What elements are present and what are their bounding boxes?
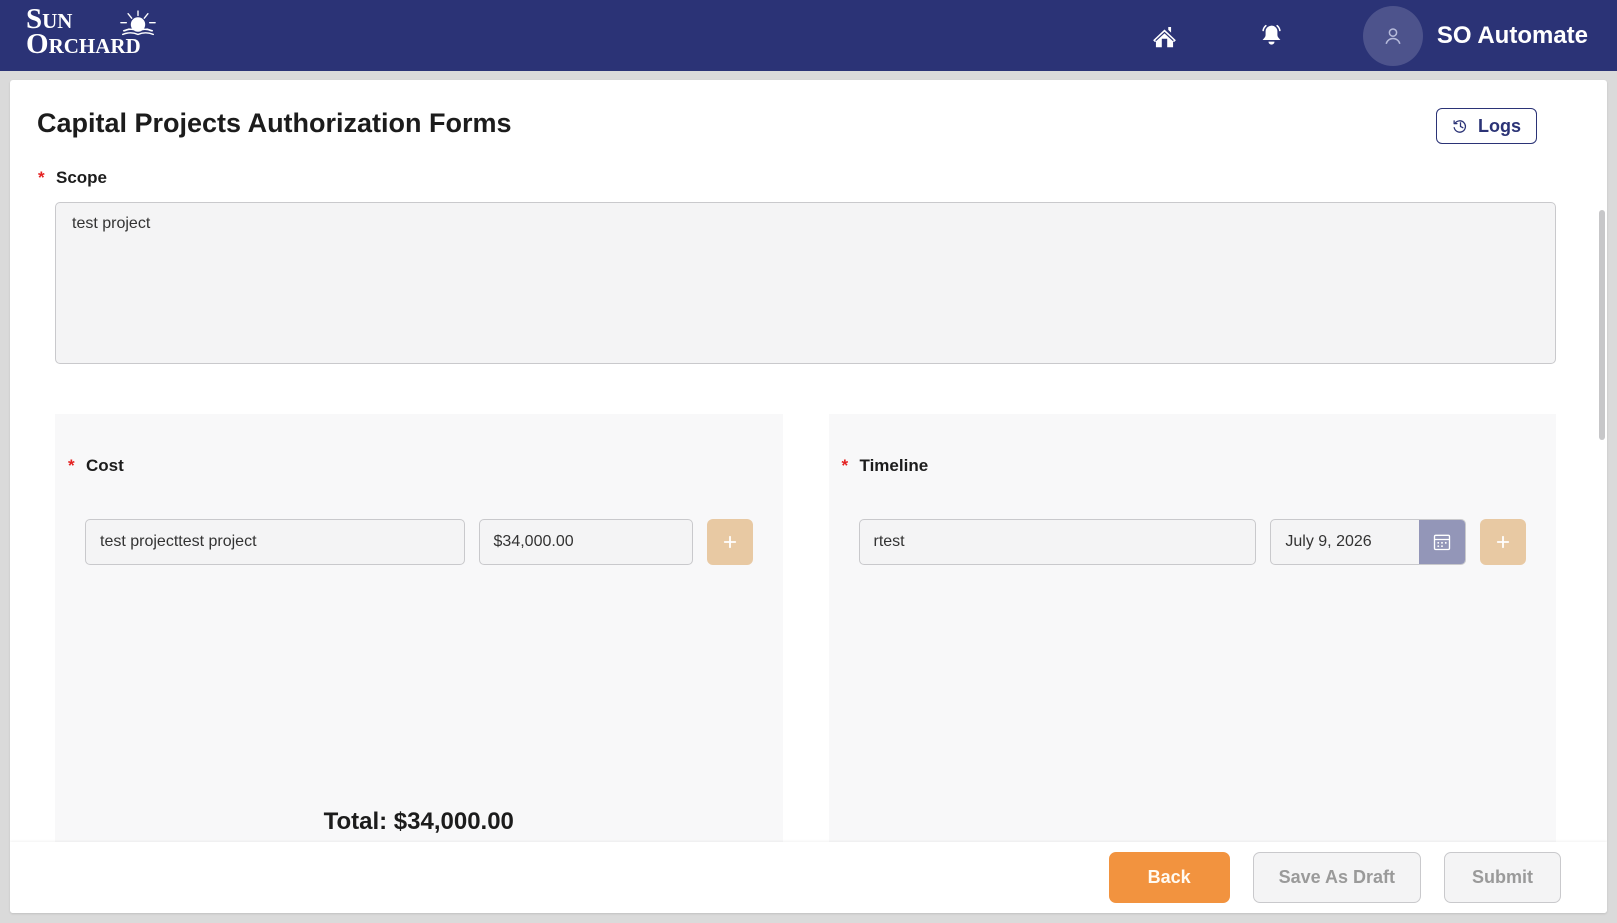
svg-text:ORCHARD: ORCHARD xyxy=(26,28,141,57)
